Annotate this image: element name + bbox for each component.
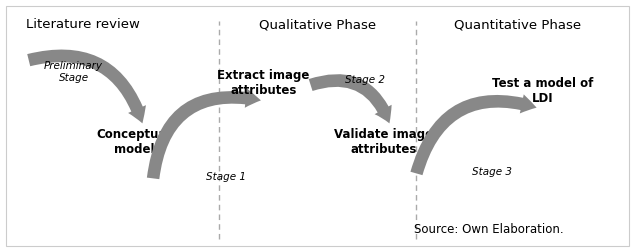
Text: Literature review: Literature review <box>26 18 140 31</box>
Text: Quantitative Phase: Quantitative Phase <box>453 18 580 31</box>
Text: Source: Own Elaboration.: Source: Own Elaboration. <box>414 223 563 236</box>
FancyArrowPatch shape <box>147 88 261 179</box>
Text: Stage 1: Stage 1 <box>206 172 246 182</box>
FancyArrowPatch shape <box>410 94 537 175</box>
Text: Conceptual
model: Conceptual model <box>97 128 171 156</box>
Text: Stage 2: Stage 2 <box>345 75 385 85</box>
Text: Test a model of
LDI: Test a model of LDI <box>491 77 593 105</box>
Text: Validate image
attributes: Validate image attributes <box>335 128 434 156</box>
Text: Stage 3: Stage 3 <box>472 167 512 177</box>
FancyArrowPatch shape <box>309 74 392 123</box>
Text: Qualitative Phase: Qualitative Phase <box>259 18 376 31</box>
Text: Preliminary
Stage: Preliminary Stage <box>44 61 103 83</box>
FancyArrowPatch shape <box>27 50 146 123</box>
Text: Extract image
attributes: Extract image attributes <box>217 69 310 97</box>
